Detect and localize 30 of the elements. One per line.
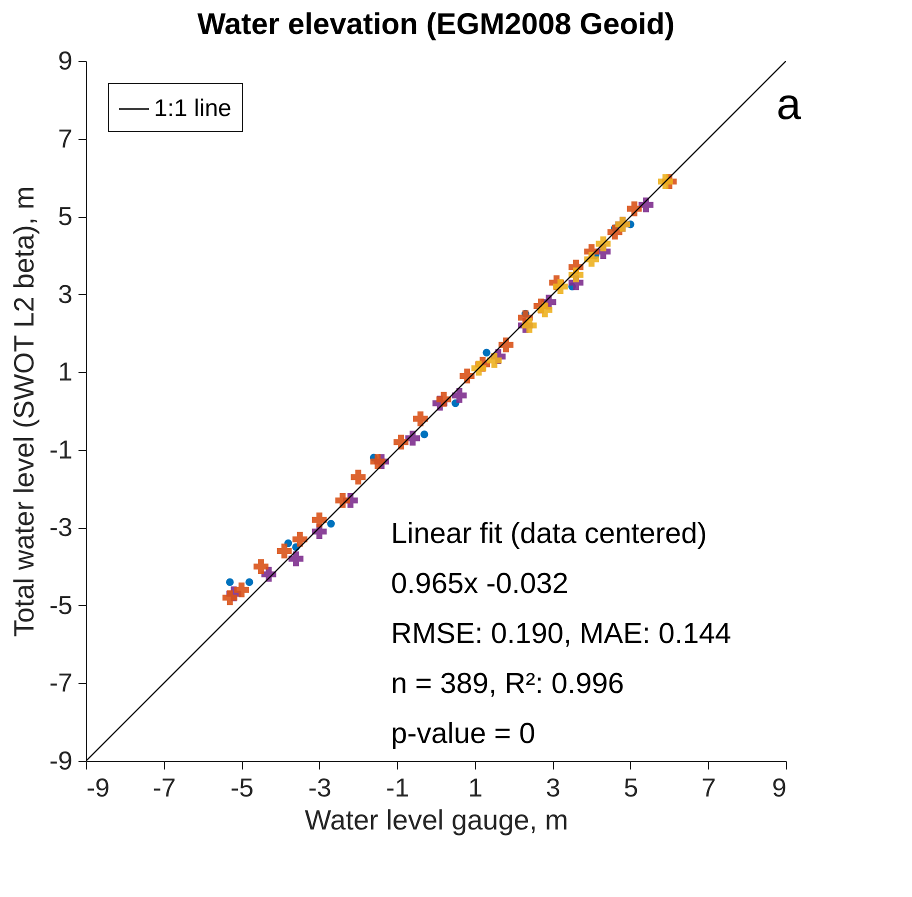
x-tick-label: 3	[546, 772, 560, 802]
y-tick-label: -3	[49, 512, 72, 542]
y-tick-label: 5	[58, 201, 72, 232]
chart-title: Water elevation (EGM2008 Geoid)	[197, 8, 675, 41]
x-tick-label: -7	[152, 772, 176, 802]
annotation: p-value = 0	[391, 718, 536, 750]
x-axis-title: Water level gauge, m	[304, 804, 568, 836]
x-tick-label: 7	[701, 772, 716, 802]
x-tick-label: 1	[468, 772, 483, 802]
annotation: Linear fit (data centered)	[391, 518, 707, 550]
x-tick-label: -3	[308, 772, 332, 802]
x-tick-label: 9	[772, 772, 786, 802]
legend-label: 1:1 line	[154, 95, 232, 122]
y-axis-title: Total water level (SWOT L2 beta), m	[8, 186, 40, 637]
annotation: RMSE: 0.190, MAE: 0.144	[391, 618, 732, 650]
x-tick-label: -1	[386, 772, 410, 802]
x-tick-label: -9	[86, 772, 110, 802]
y-tick-label: 9	[58, 46, 72, 76]
annotation: a	[776, 80, 802, 129]
y-tick-label: 7	[58, 123, 72, 154]
y-tick-label: -9	[49, 746, 72, 776]
y-tick-label: -5	[49, 590, 72, 620]
y-tick-label: 3	[58, 278, 72, 309]
y-tick-label: -1	[49, 434, 72, 464]
y-tick-label: -7	[49, 668, 72, 698]
annotation: 0.965x -0.032	[391, 568, 568, 600]
y-tick-label: 1	[58, 356, 72, 387]
annotation: n = 389, R²: 0.996	[391, 668, 624, 700]
x-tick-label: -5	[230, 772, 254, 802]
x-tick-label: 5	[624, 772, 638, 802]
